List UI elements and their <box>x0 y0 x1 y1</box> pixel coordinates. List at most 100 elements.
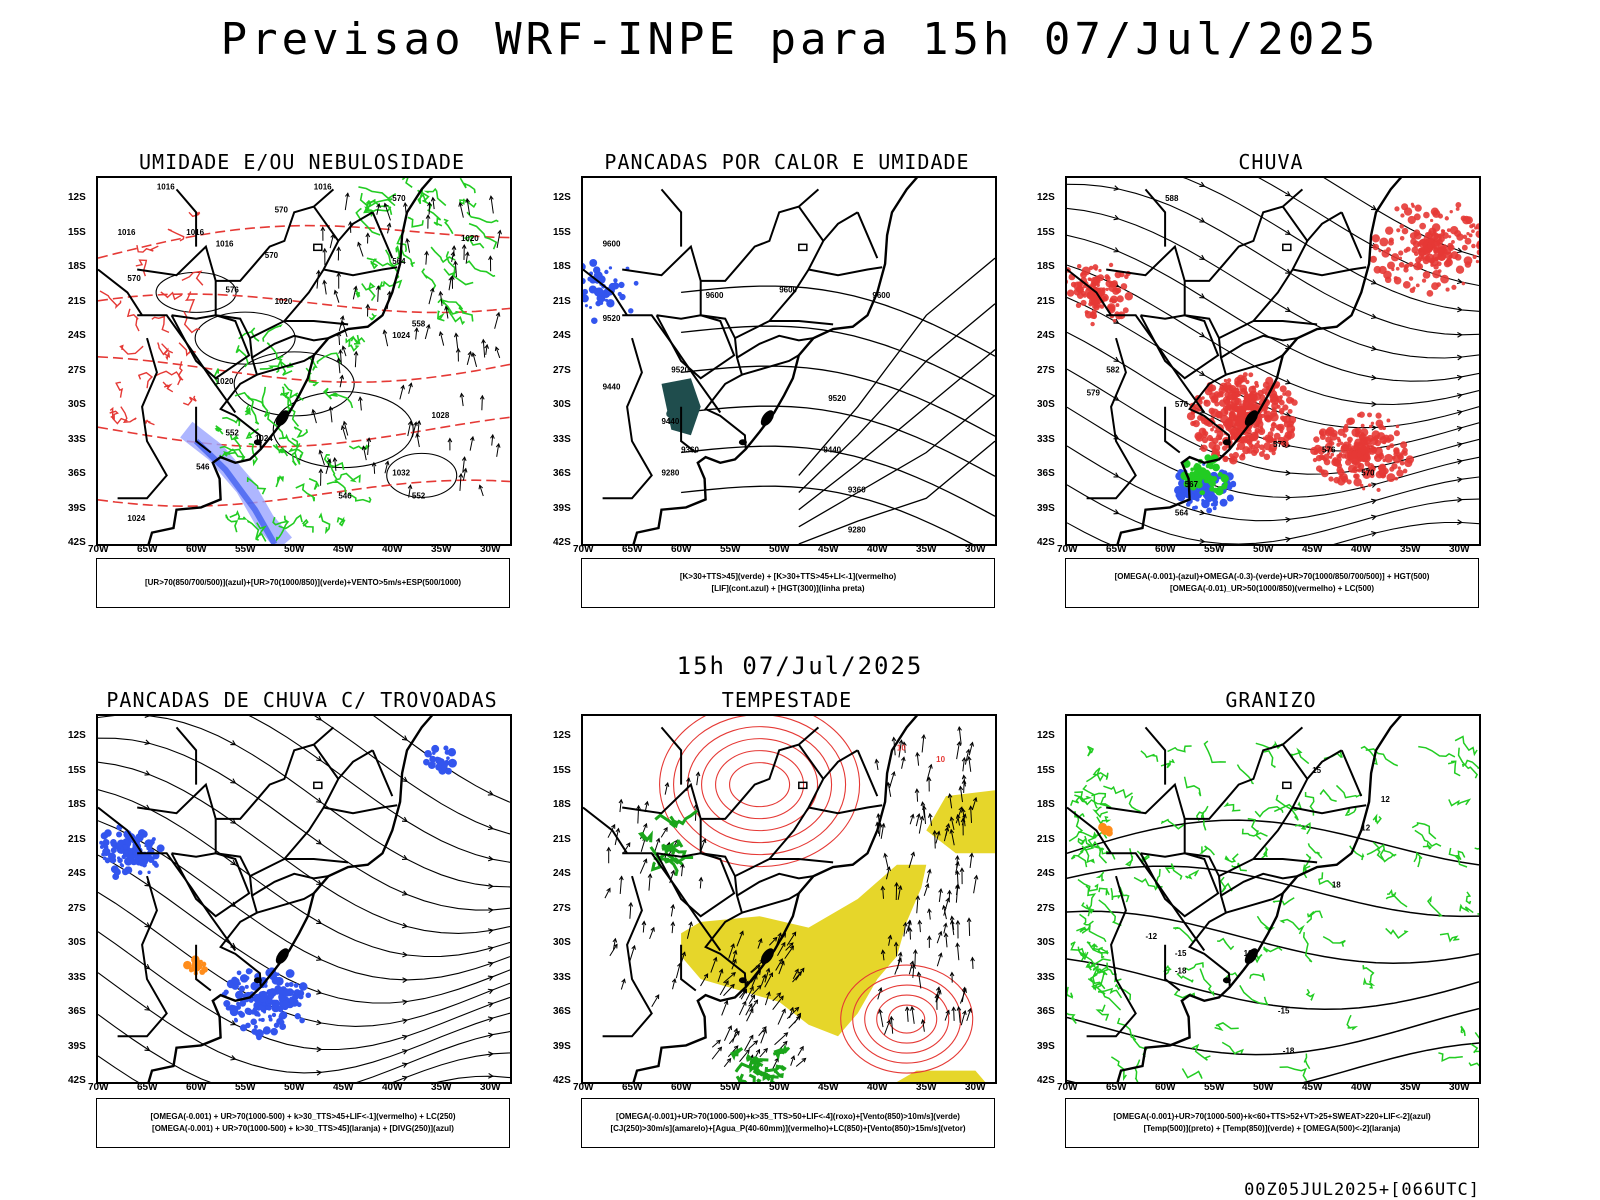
contour-label: 9280 <box>661 468 679 477</box>
lat-tick-label: 18S <box>68 799 86 810</box>
lon-tick-label: 50W <box>1253 544 1274 555</box>
lat-tick-label: 42S <box>68 537 86 548</box>
lon-tick-label: 65W <box>1106 544 1127 555</box>
lon-tick-label: 35W <box>431 1082 452 1093</box>
lon-tick-label: 45W <box>1302 1082 1323 1093</box>
contour-label: 9360 <box>848 486 866 495</box>
lon-tick-label: 40W <box>867 1082 888 1093</box>
lon-tick-label: 45W <box>818 544 839 555</box>
lat-tick-label: 36S <box>553 468 571 479</box>
contour-label: 573 <box>1273 440 1287 449</box>
lon-tick-label: 65W <box>622 1082 643 1093</box>
lon-tick-label: 40W <box>867 544 888 555</box>
lon-tick-label: 50W <box>284 544 305 555</box>
contour-label: 9520 <box>828 394 846 403</box>
lat-tick-label: 42S <box>553 537 571 548</box>
lon-tick-label: 60W <box>186 1082 207 1093</box>
contour-label: 12 <box>1361 823 1370 832</box>
lat-tick-label: 24S <box>68 330 86 341</box>
contour-label: 9600 <box>872 291 890 300</box>
contour-label: 546 <box>196 463 210 472</box>
lat-tick-label: 39S <box>553 1040 571 1052</box>
contour-label: 10 <box>897 743 906 752</box>
contour-label: 567 <box>1185 480 1199 489</box>
contour-label: 1016 <box>157 182 175 191</box>
lon-tick-label: 60W <box>671 1082 692 1093</box>
lat-tick-label: 18S <box>68 261 86 272</box>
lon-tick-label: 60W <box>1155 544 1176 555</box>
map-panel <box>96 714 512 1084</box>
contour-label: -15 <box>1278 1006 1290 1015</box>
contour-label: 570 <box>265 251 279 260</box>
lat-tick-label: 30S <box>68 399 86 410</box>
lon-tick-label: 55W <box>1204 1082 1225 1093</box>
lat-tick-label: 12S <box>553 192 571 203</box>
contour-label: 576 <box>226 285 240 294</box>
contour-label: 570 <box>1361 468 1375 477</box>
lat-tick-label: 33S <box>68 433 86 445</box>
legend-line: [K>30+TTS>45](verde) + [K>30+TTS>45+LI<-… <box>679 572 897 581</box>
contour-label: 15 <box>1312 766 1321 775</box>
map-panel: 588 582 579 576 573 570 567 564 576 <box>1065 176 1481 546</box>
lon-tick-label: 35W <box>431 544 452 555</box>
lat-tick-label: 42S <box>553 1075 571 1086</box>
lat-tick-label: 33S <box>553 433 571 445</box>
contour-label: -12 <box>1145 932 1157 941</box>
lon-tick-label: 70W <box>88 1082 109 1093</box>
lat-tick-label: 39S <box>68 1040 86 1052</box>
contour-label: 558 <box>412 320 426 329</box>
contour-label: 576 <box>1175 400 1189 409</box>
contour-label: -15 <box>1175 949 1187 958</box>
lat-tick-label: 36S <box>1037 468 1055 479</box>
contour-label: 10 <box>936 755 945 764</box>
lon-tick-label: 30W <box>480 544 501 555</box>
lon-tick-label: 45W <box>1302 544 1323 555</box>
lon-tick-label: 70W <box>88 544 109 555</box>
legend-line: [OMEGA(-0.001)+UR>70(1000-500)+k>35_TTS>… <box>616 1112 960 1121</box>
lat-tick-label: 42S <box>1037 537 1055 548</box>
lon-tick-label: 35W <box>1400 1082 1421 1093</box>
lat-tick-label: 27S <box>553 364 571 376</box>
lat-tick-label: 24S <box>1037 868 1055 879</box>
lat-tick-label: 27S <box>68 364 86 376</box>
contour-label: 570 <box>392 194 406 203</box>
lon-tick-label: 50W <box>1253 1082 1274 1093</box>
lat-tick-label: 30S <box>553 399 571 410</box>
panel-title: PANCADAS DE CHUVA C/ TROVOADAS <box>106 688 498 712</box>
lat-tick-label: 39S <box>1037 502 1055 514</box>
contour-label: 9280 <box>848 526 866 535</box>
lat-tick-label: 39S <box>553 502 571 514</box>
contour-label: 552 <box>226 428 240 437</box>
lat-tick-label: 33S <box>68 971 86 983</box>
lat-tick-label: 30S <box>1037 399 1055 410</box>
lat-tick-label: 39S <box>1037 1040 1055 1052</box>
lon-tick-label: 65W <box>622 544 643 555</box>
lat-tick-label: 30S <box>68 937 86 948</box>
lon-tick-label: 60W <box>671 544 692 555</box>
map-panel: 10 10 <box>581 714 997 1084</box>
legend-line: [OMEGA(-0.001)+UR>70(1000-500)+k<60+TTS>… <box>1113 1112 1431 1121</box>
contour-label: 1016 <box>314 182 332 191</box>
lon-tick-label: 70W <box>1057 544 1078 555</box>
legend-line: [LIF](cont.azul) + [HGT(300)](linha pret… <box>711 584 865 593</box>
panel-title: PANCADAS POR CALOR E UMIDADE <box>604 150 970 174</box>
panel-legend: [OMEGA(-0.001)+UR>70(1000-500)+k<60+TTS>… <box>1065 1098 1479 1148</box>
map-graphic: 1016 1016 1016 1016 1016 1020 1020 1020 1024 1024… <box>98 178 510 544</box>
lon-tick-label: 60W <box>1155 1082 1176 1093</box>
lat-tick-label: 18S <box>553 799 571 810</box>
contour-label: 1020 <box>216 377 234 386</box>
panel-title: CHUVA <box>1238 150 1304 174</box>
lat-tick-label: 15S <box>553 764 571 776</box>
lat-tick-label: 42S <box>1037 1075 1055 1086</box>
lat-tick-label: 24S <box>1037 330 1055 341</box>
panel-legend: [K>30+TTS>45](verde) + [K>30+TTS>45+LI<-… <box>581 558 995 608</box>
contour-label: 9600 <box>706 291 724 300</box>
lat-tick-label: 18S <box>1037 261 1055 272</box>
lon-tick-label: 55W <box>235 1082 256 1093</box>
lon-tick-label: 35W <box>916 544 937 555</box>
lat-tick-label: 33S <box>553 971 571 983</box>
lon-tick-label: 70W <box>573 1082 594 1093</box>
lon-tick-label: 55W <box>720 1082 741 1093</box>
forecast-time-title: 15h 07/Jul/2025 <box>676 652 924 680</box>
lon-tick-label: 50W <box>769 1082 790 1093</box>
